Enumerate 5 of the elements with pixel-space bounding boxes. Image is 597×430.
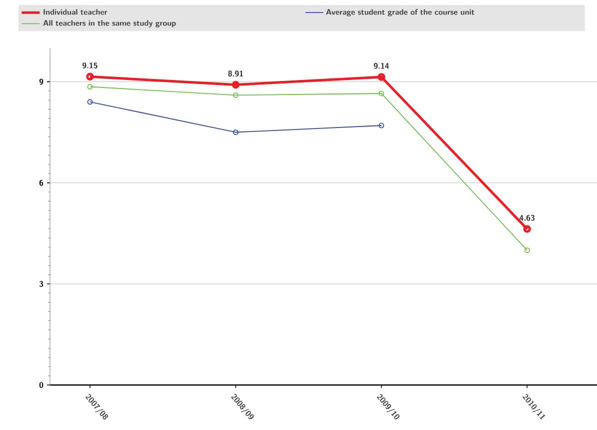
point bbox=[232, 80, 240, 89]
point bbox=[378, 90, 384, 96]
point bbox=[232, 92, 238, 98]
point bbox=[232, 130, 238, 135]
point bbox=[378, 73, 386, 81]
